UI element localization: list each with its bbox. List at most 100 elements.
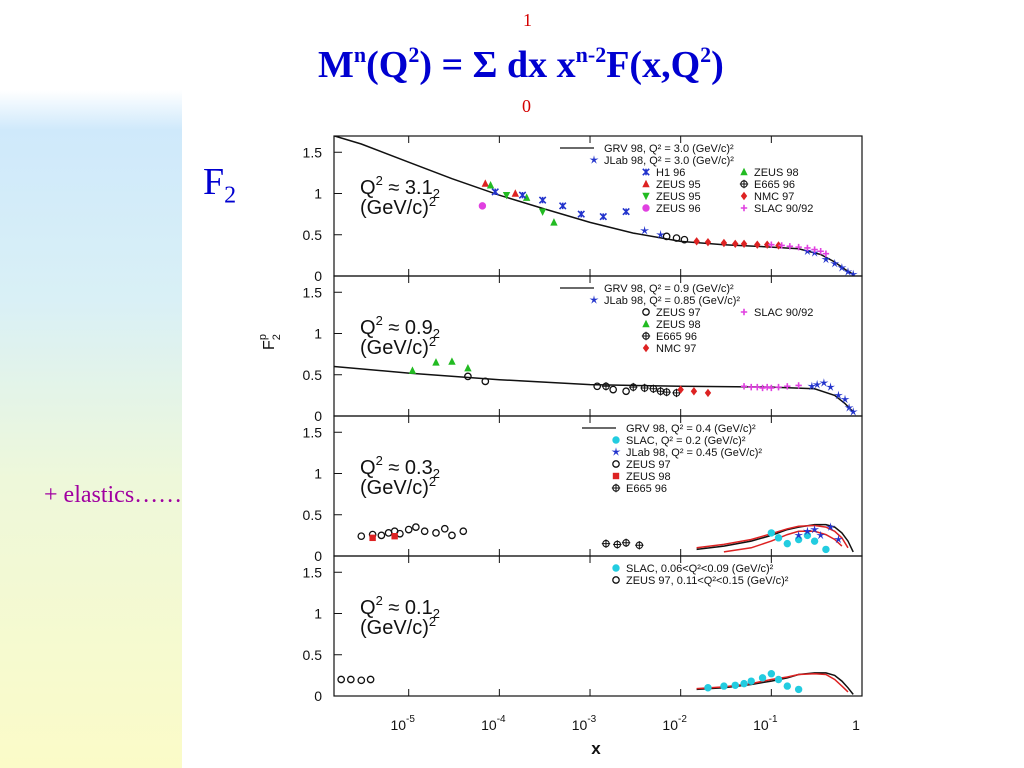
data-point: [377, 531, 386, 540]
data-point: [747, 677, 755, 685]
y-tick-label: 1: [314, 186, 322, 202]
legend-marker: [612, 564, 620, 572]
data-point: [812, 379, 822, 389]
legend-label: NMC 97: [754, 191, 794, 203]
legend-label: ZEUS 98: [626, 471, 671, 483]
data-point: [740, 383, 748, 390]
data-point: [609, 385, 618, 394]
legend-marker: [642, 319, 650, 328]
legend-marker: [642, 192, 650, 201]
data-point: [720, 238, 728, 248]
elastics-note: + elastics……: [44, 482, 183, 508]
data-point-bars: [635, 541, 644, 550]
legend-marker: [612, 576, 620, 584]
x-axis-title: x: [591, 739, 601, 758]
data-point: [622, 387, 630, 396]
data-point: [502, 191, 511, 200]
legend-marker: [612, 436, 620, 444]
data-point: [538, 208, 547, 216]
panel-unit-label: (GeV/c)2: [360, 334, 436, 359]
legend-label: JLab 98, Q² = 0.85 (GeV/c)²: [604, 295, 740, 307]
legend-marker: [612, 460, 620, 468]
data-point: [848, 407, 858, 416]
legend-label: E665 96: [626, 483, 667, 495]
data-point: [834, 534, 843, 544]
data-point: [558, 202, 567, 210]
integral-lower-limit: 0: [522, 96, 531, 116]
legend-marker: [611, 447, 621, 456]
data-point-bars: [672, 388, 681, 398]
data-point: [599, 212, 608, 221]
data-point: [794, 530, 804, 540]
data-point: [844, 403, 854, 412]
y-tick-label: 0.5: [303, 507, 323, 523]
legend-marker: [642, 168, 650, 176]
x-tick-label: 10-1: [753, 714, 778, 733]
data-point: [538, 196, 547, 204]
data-point: [740, 239, 748, 249]
data-point: [357, 532, 366, 541]
legend-label: E665 96: [656, 331, 697, 343]
legend-marker: [642, 204, 650, 212]
data-point: [807, 381, 817, 391]
data-point: [748, 383, 755, 391]
data-point: [778, 242, 785, 249]
data-point: [768, 384, 775, 392]
curves: [334, 357, 858, 416]
y-tick-label: 0: [314, 548, 322, 564]
data-point: [821, 254, 831, 264]
slide-left-gradient: [0, 0, 182, 768]
y-axis-title: F2p: [257, 334, 283, 350]
panel-unit-label: (GeV/c)2: [360, 194, 436, 219]
legend-label: GRV 98, Q² = 0.4 (GeV/c)²: [626, 423, 756, 435]
panel-3: 0 0.5 1 1.5 Q2 ≈ 0.32(GeV/c)2 GRV 98, Q² = 0.…: [303, 415, 863, 564]
data-point: [420, 527, 429, 536]
fit-curve: [334, 365, 854, 413]
data-point: [464, 363, 472, 372]
curves: [334, 136, 858, 276]
data-point: [767, 529, 776, 537]
data-point: [803, 531, 812, 540]
data-point: [784, 383, 791, 390]
legend-label: SLAC 90/92: [754, 203, 813, 215]
legend-label: ZEUS 96: [656, 203, 701, 215]
data-point-bars: [629, 382, 638, 392]
data-point: [690, 387, 698, 396]
data-point: [481, 377, 490, 386]
data-point: [369, 534, 376, 542]
data-point: [837, 263, 847, 272]
legend-label: ZEUS 97: [626, 459, 671, 471]
data-point: [826, 382, 835, 391]
data-point: [795, 382, 802, 389]
legend-marker: [642, 343, 650, 353]
data-point: [391, 533, 398, 540]
y-tick-label: 0.5: [303, 647, 323, 663]
y-tick-label: 1: [314, 326, 322, 342]
data-point: [677, 385, 684, 394]
data-point: [740, 679, 748, 688]
y-tick-label: 0: [314, 268, 322, 284]
integral-upper-limit: 1: [523, 10, 532, 30]
panel-1: 0 0.5 1 1.5 Q2 ≈ 3.12(GeV/c)2 GRV 98, Q² = 3.…: [303, 135, 863, 284]
data-point: [459, 527, 468, 536]
data-point-bars: [640, 383, 649, 393]
moment-formula: Mn(Q2) = Σ dx xn-2F(x,Q2): [318, 42, 724, 86]
data-point: [366, 675, 375, 684]
data-point: [775, 383, 782, 391]
data-point: [804, 244, 811, 252]
fit-curve: [696, 524, 849, 549]
y-tick-label: 1.5: [303, 284, 323, 300]
data-point: [337, 675, 346, 684]
data-point: [662, 232, 671, 241]
legend-label: GRV 98, Q² = 3.0 (GeV/c)²: [604, 143, 734, 155]
legend-marker: [589, 155, 599, 164]
legend-marker: [612, 472, 620, 480]
data-point: [794, 685, 803, 694]
legend-label: ZEUS 97, 0.11<Q²<0.15 (GeV/c)²: [626, 575, 789, 587]
y-tick-label: 1.5: [303, 144, 323, 160]
y-tick-label: 1: [314, 606, 322, 622]
data-point: [550, 218, 558, 226]
data-point: [432, 358, 440, 366]
data-point: [763, 383, 771, 391]
x-tick-label: 10-4: [481, 714, 506, 733]
